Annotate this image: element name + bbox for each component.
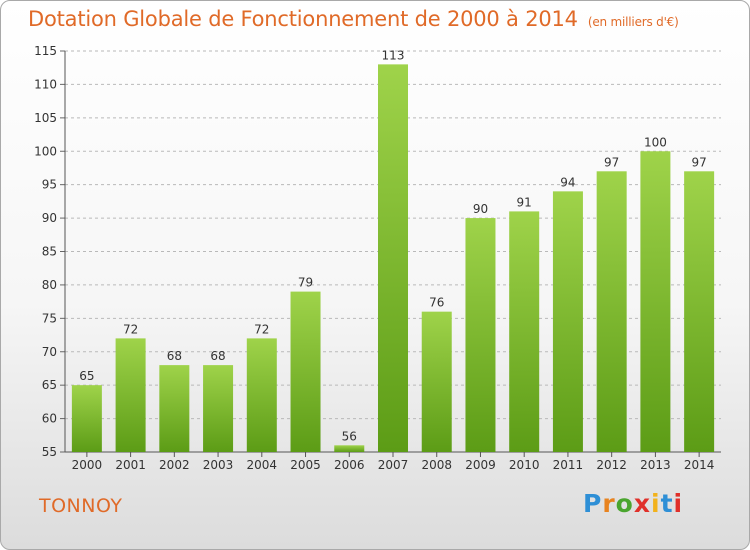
- y-tick-label: 65: [42, 378, 57, 392]
- bar: [115, 338, 146, 452]
- bar: [421, 311, 452, 452]
- chart-subtitle: (en milliers d'€): [587, 15, 679, 29]
- x-tick-label: 2010: [509, 458, 540, 472]
- y-tick-label: 60: [42, 412, 57, 426]
- x-tick-label: 2008: [421, 458, 452, 472]
- chart-title: Dotation Globale de Fonctionnement de 20…: [28, 7, 679, 31]
- bar: [246, 338, 277, 452]
- bar: [509, 211, 540, 452]
- bar: [71, 385, 102, 452]
- data-label: 65: [79, 369, 94, 383]
- logo-letter: o: [615, 489, 634, 518]
- bar: [465, 218, 496, 452]
- y-tick-label: 100: [34, 144, 57, 158]
- y-tick-label: 80: [42, 278, 57, 292]
- bar: [596, 171, 627, 453]
- x-tick-label: 2011: [553, 458, 584, 472]
- logo-letter: r: [602, 489, 616, 518]
- x-tick-label: 2014: [684, 458, 715, 472]
- data-label: 94: [560, 175, 575, 189]
- data-label: 113: [382, 48, 405, 62]
- bar: [552, 191, 583, 452]
- x-tick-label: 2002: [159, 458, 190, 472]
- y-tick-label: 75: [42, 311, 57, 325]
- data-label: 91: [517, 195, 532, 209]
- data-label: 72: [254, 322, 269, 336]
- bar: [203, 365, 234, 452]
- x-tick-label: 2012: [596, 458, 627, 472]
- x-tick-label: 2006: [334, 458, 365, 472]
- logo-letter: i: [651, 489, 661, 518]
- logo-letter: i: [673, 489, 684, 518]
- proxiti-logo: Proxiti: [583, 489, 683, 518]
- data-label: 68: [210, 349, 225, 363]
- bar: [334, 445, 365, 452]
- y-tick-label: 95: [42, 178, 57, 192]
- y-tick-label: 90: [42, 211, 57, 225]
- x-tick-label: 2009: [465, 458, 496, 472]
- data-label: 97: [691, 155, 706, 169]
- y-tick-label: 85: [42, 245, 57, 259]
- y-tick-label: 115: [34, 44, 57, 58]
- x-tick-label: 2013: [640, 458, 671, 472]
- data-label: 97: [604, 155, 619, 169]
- bar: [684, 171, 715, 453]
- logo-letter: P: [583, 489, 603, 518]
- bar: [159, 365, 190, 452]
- x-tick-label: 2005: [290, 458, 321, 472]
- y-tick-label: 55: [42, 445, 57, 459]
- data-label: 90: [473, 202, 488, 216]
- y-tick-label: 105: [34, 111, 57, 125]
- x-tick-label: 2004: [247, 458, 278, 472]
- bar: [640, 151, 671, 452]
- logo-letter: x: [633, 489, 651, 518]
- x-tick-label: 2000: [72, 458, 103, 472]
- y-tick-label: 70: [42, 345, 57, 359]
- data-label: 79: [298, 276, 313, 290]
- commune-name: TONNOY: [39, 495, 123, 517]
- bar: [290, 291, 321, 452]
- y-tick-label: 110: [34, 77, 57, 91]
- data-label: 76: [429, 296, 444, 310]
- data-label: 56: [342, 429, 357, 443]
- data-label: 100: [644, 135, 667, 149]
- x-tick-label: 2001: [115, 458, 146, 472]
- data-label: 72: [123, 322, 138, 336]
- logo-letter: t: [660, 489, 674, 518]
- x-tick-label: 2007: [378, 458, 409, 472]
- data-label: 68: [167, 349, 182, 363]
- chart-title-text: Dotation Globale de Fonctionnement de 20…: [28, 7, 578, 31]
- bar: [378, 64, 408, 452]
- x-tick-label: 2003: [203, 458, 234, 472]
